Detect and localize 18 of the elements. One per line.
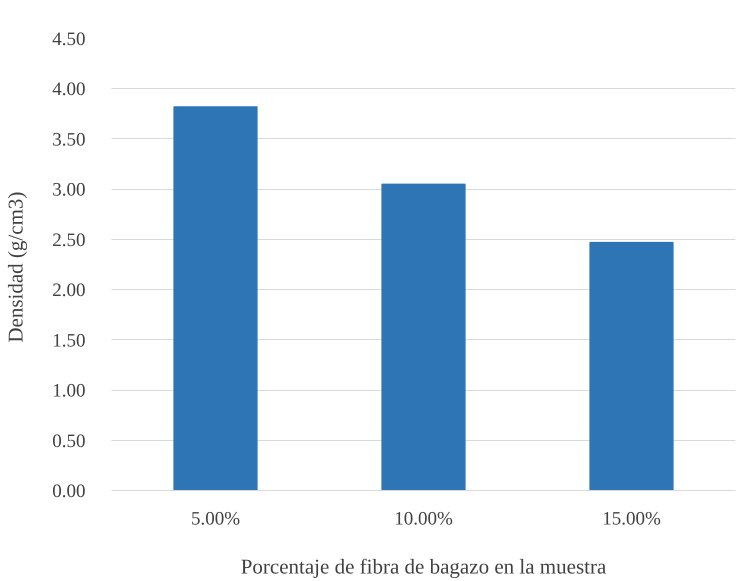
x-tick-label: 10.00% xyxy=(394,508,453,530)
y-tick-label: 0.00 xyxy=(52,481,86,502)
y-tick-label: 1.50 xyxy=(52,330,86,352)
y-tick-label: 2.00 xyxy=(52,280,86,302)
x-axis-title: Porcentaje de fibra de bagazo en la muestra xyxy=(240,554,607,578)
bar xyxy=(173,106,258,490)
y-tick-label: 3.00 xyxy=(52,180,86,201)
y-tick-label: 3.50 xyxy=(52,129,86,150)
y-axis-title: Densidad (g/cm3) xyxy=(3,192,28,343)
bar xyxy=(589,242,674,490)
bar xyxy=(381,184,466,490)
y-tick-label: 2.50 xyxy=(52,230,86,251)
x-tick-label: 5.00% xyxy=(190,508,240,530)
y-tick-label: 4.00 xyxy=(52,79,86,100)
y-tick-label: 0.50 xyxy=(52,430,86,452)
y-tick-label: 4.50 xyxy=(52,29,86,50)
x-tick-label: 15.00% xyxy=(602,508,661,530)
y-tick-label: 1.00 xyxy=(52,380,86,402)
